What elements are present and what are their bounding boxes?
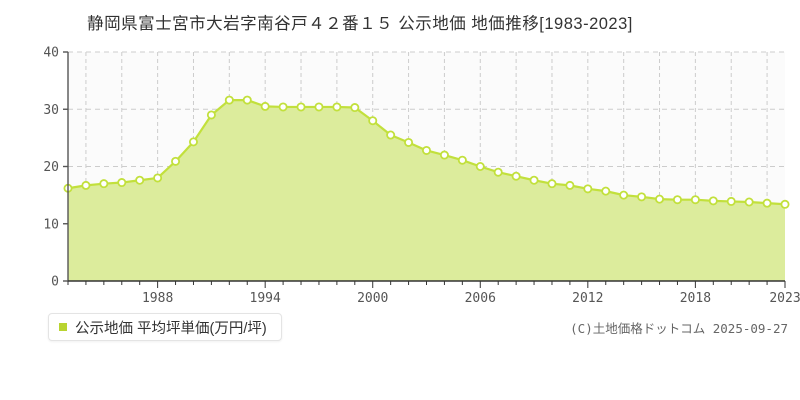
chart-title: 静岡県富士宮市大岩字南谷戸４２番１５ 公示地価 地価推移[1983-2023] — [87, 15, 633, 33]
data-point-marker — [135, 175, 145, 185]
data-point-marker — [314, 102, 324, 112]
x-axis-label: 2018 — [680, 291, 711, 306]
y-axis-label: 30 — [43, 103, 59, 118]
legend-color-swatch — [59, 323, 67, 331]
data-point-marker — [99, 179, 109, 189]
data-point-marker — [655, 194, 665, 204]
x-axis-label: 2006 — [465, 291, 496, 306]
y-axis-label: 0 — [51, 275, 59, 290]
area-fill — [68, 100, 785, 281]
x-axis-label: 2012 — [572, 291, 603, 306]
data-point-marker — [81, 180, 91, 190]
legend-label: 公示地価 平均坪単価(万円/坪) — [75, 320, 267, 337]
x-axis-label: 1994 — [250, 291, 281, 306]
data-point-marker — [206, 110, 216, 120]
data-point-marker — [368, 116, 378, 126]
data-point-marker — [296, 102, 306, 112]
data-point-marker — [619, 190, 629, 200]
x-axis-label: 2023 — [769, 291, 800, 306]
y-axis-label: 20 — [43, 160, 59, 175]
data-point-marker — [583, 184, 593, 194]
data-point-marker — [762, 198, 772, 208]
data-point-marker — [475, 161, 485, 171]
x-axis-label: 1988 — [142, 291, 173, 306]
data-point-marker — [421, 145, 431, 155]
data-point-marker — [690, 195, 700, 205]
data-point-marker — [637, 192, 647, 202]
data-point-marker — [565, 180, 575, 190]
data-point-marker — [744, 197, 754, 207]
y-axis-label: 10 — [43, 217, 59, 232]
data-point-marker — [529, 175, 539, 185]
data-point-marker — [404, 137, 414, 147]
data-point-marker — [224, 95, 234, 105]
x-axis-label: 2000 — [357, 291, 388, 306]
data-point-marker — [493, 167, 503, 177]
data-point-marker — [260, 101, 270, 111]
data-point-marker — [708, 196, 718, 206]
copyright-credit: (C)土地価格ドットコム 2025-09-27 — [570, 321, 788, 336]
data-point-marker — [780, 199, 790, 209]
data-point-marker — [457, 155, 467, 165]
data-point-marker — [601, 186, 611, 196]
data-point-marker — [511, 171, 521, 181]
data-point-marker — [278, 102, 288, 112]
data-point-marker — [547, 179, 557, 189]
data-point-marker — [242, 95, 252, 105]
data-point-marker — [726, 196, 736, 206]
data-point-marker — [672, 195, 682, 205]
data-point-marker — [153, 173, 163, 183]
data-point-marker — [439, 150, 449, 160]
chart-legend: 公示地価 平均坪単価(万円/坪) — [48, 313, 282, 341]
data-point-marker — [171, 156, 181, 166]
data-point-marker — [188, 137, 198, 147]
y-axis-label: 40 — [43, 46, 59, 61]
data-point-marker — [386, 130, 396, 140]
data-point-marker — [332, 102, 342, 112]
data-point-marker — [350, 103, 360, 113]
data-point-marker — [117, 178, 127, 188]
